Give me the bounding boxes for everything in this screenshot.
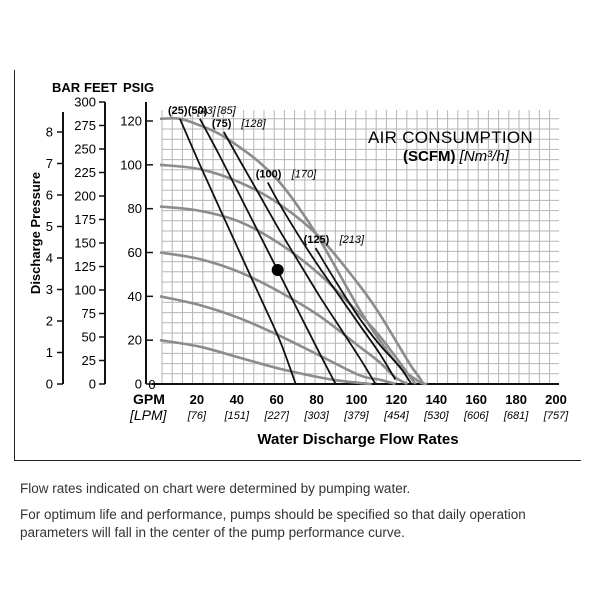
air-curve-label-metric: [213] xyxy=(339,234,365,246)
x-tick-lpm-label: [379] xyxy=(343,410,369,422)
feet-axis-head: FEET xyxy=(84,80,117,95)
bar-tick-label: 0 xyxy=(46,377,53,392)
psig-tick-label: 0 xyxy=(135,377,142,392)
x-tick-lpm-label: [757] xyxy=(543,410,569,422)
x-tick-gpm-label: 120 xyxy=(386,392,408,407)
x-origin-label: 0 xyxy=(148,377,155,392)
bar-tick-label: 4 xyxy=(46,251,53,266)
feet-tick-label: 225 xyxy=(74,165,96,180)
air-curve xyxy=(314,247,413,385)
air-curve xyxy=(266,181,397,381)
air-curve-label: (50) xyxy=(188,105,208,117)
bar-tick-label: 6 xyxy=(46,188,53,203)
air-curve xyxy=(199,118,337,385)
x-tick-gpm-label: 80 xyxy=(309,392,323,407)
air-curve-label-metric: [128] xyxy=(240,118,266,130)
x-tick-lpm-label: [530] xyxy=(423,410,449,422)
performance-curve xyxy=(159,338,372,386)
legend-subtitle: (SCFM) [Nm³/h] xyxy=(403,148,510,165)
feet-tick-label: 125 xyxy=(74,259,96,274)
feet-tick-label: 0 xyxy=(89,377,96,392)
x-tick-gpm-label: 20 xyxy=(190,392,204,407)
feet-tick-label: 175 xyxy=(74,212,96,227)
feet-tick-label: 275 xyxy=(74,118,96,133)
x-tick-gpm-label: 140 xyxy=(425,392,447,407)
performance-curve xyxy=(159,205,417,385)
performance-curve xyxy=(159,295,396,386)
x-axis-title: Water Discharge Flow Rates xyxy=(257,431,458,448)
psig-tick-label: 60 xyxy=(128,245,142,260)
air-curve xyxy=(179,118,297,385)
y-axis-title: Discharge Pressure xyxy=(28,172,43,294)
air-curve-label: (25) xyxy=(168,105,188,117)
note-optimum-life: For optimum life and performance, pumps … xyxy=(20,507,526,540)
feet-tick-label: 300 xyxy=(74,95,96,110)
x-tick-lpm-label: [303] xyxy=(303,410,329,422)
psig-tick-label: 40 xyxy=(128,289,142,304)
bar-tick-label: 5 xyxy=(46,219,53,234)
bar-tick-label: 8 xyxy=(46,125,53,140)
x-tick-lpm-label: [227] xyxy=(263,410,289,422)
feet-tick-label: 75 xyxy=(82,306,96,321)
x-tick-lpm-label: [151] xyxy=(224,410,250,422)
feet-tick-label: 25 xyxy=(82,353,96,368)
bar-tick-label: 2 xyxy=(46,314,53,329)
chart-notes: Flow rates indicated on chart were deter… xyxy=(20,480,590,550)
bar-axis-head: BAR xyxy=(52,80,81,95)
x-unit-lpm: [LPM] xyxy=(129,407,168,423)
air-curve-label-metric: [170] xyxy=(291,168,317,180)
air-curve-label: (75) xyxy=(212,118,232,130)
performance-curve xyxy=(159,163,425,385)
legend-title: AIR CONSUMPTION xyxy=(368,128,533,147)
psig-tick-label: 120 xyxy=(120,114,142,129)
note-flow-rates: Flow rates indicated on chart were deter… xyxy=(20,481,411,496)
feet-tick-label: 100 xyxy=(74,283,96,298)
performance-chart: BAR FEET PSIG02040608010012002550751001251… xyxy=(28,80,569,448)
operating-point-marker xyxy=(271,264,284,277)
psig-tick-label: 20 xyxy=(128,333,142,348)
x-tick-gpm-label: 180 xyxy=(505,392,527,407)
air-curve xyxy=(223,131,377,385)
x-unit-gpm: GPM xyxy=(133,391,165,407)
feet-tick-label: 150 xyxy=(74,236,96,251)
air-curve-label-metric: [43] xyxy=(196,105,216,117)
air-curve-label-metric: [85] xyxy=(216,105,236,117)
x-tick-lpm-label: [606] xyxy=(463,410,489,422)
x-tick-lpm-label: [454] xyxy=(383,410,409,422)
psig-tick-label: 80 xyxy=(128,201,142,216)
feet-tick-label: 250 xyxy=(74,142,96,157)
psig-axis-head: PSIG xyxy=(123,80,154,95)
x-tick-gpm-label: 200 xyxy=(545,392,567,407)
air-curve-label: (125) xyxy=(304,234,330,246)
x-tick-gpm-label: 40 xyxy=(230,392,244,407)
feet-tick-label: 50 xyxy=(82,330,96,345)
x-tick-lpm-label: [76] xyxy=(187,410,207,422)
x-tick-gpm-label: 160 xyxy=(465,392,487,407)
x-tick-lpm-label: [681] xyxy=(503,410,529,422)
bar-tick-label: 1 xyxy=(46,345,53,360)
psig-tick-label: 100 xyxy=(120,157,142,172)
x-tick-gpm-label: 60 xyxy=(269,392,283,407)
feet-tick-label: 200 xyxy=(74,189,96,204)
bar-tick-label: 3 xyxy=(46,282,53,297)
bar-tick-label: 7 xyxy=(46,156,53,171)
x-tick-gpm-label: 100 xyxy=(346,392,368,407)
air-curve-label: (100) xyxy=(256,168,282,180)
chart-frame xyxy=(14,70,581,461)
